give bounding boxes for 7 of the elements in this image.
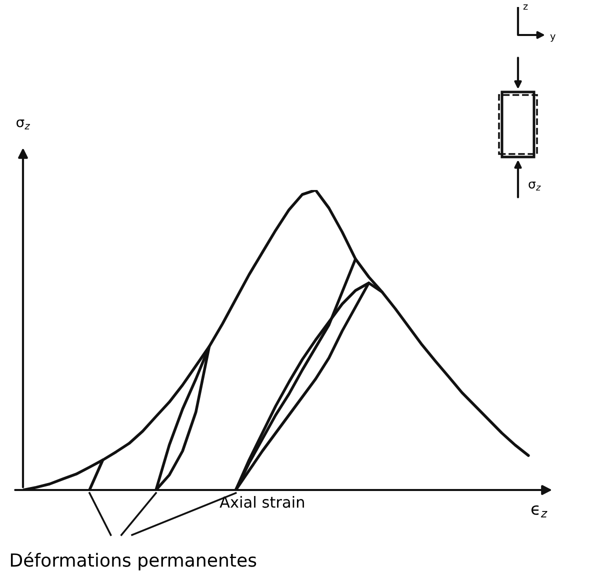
- y-axis-title: σ$_{z}$: [16, 119, 30, 130]
- x-axis-title: Axial strain: [220, 496, 304, 508]
- text: y: [550, 34, 556, 42]
- text: ϵ$_{z}$: [531, 505, 548, 518]
- text: Déformations permanentes: [10, 552, 256, 570]
- annotation: σ$_{z}$: [528, 182, 541, 190]
- text: z: [523, 4, 528, 10]
